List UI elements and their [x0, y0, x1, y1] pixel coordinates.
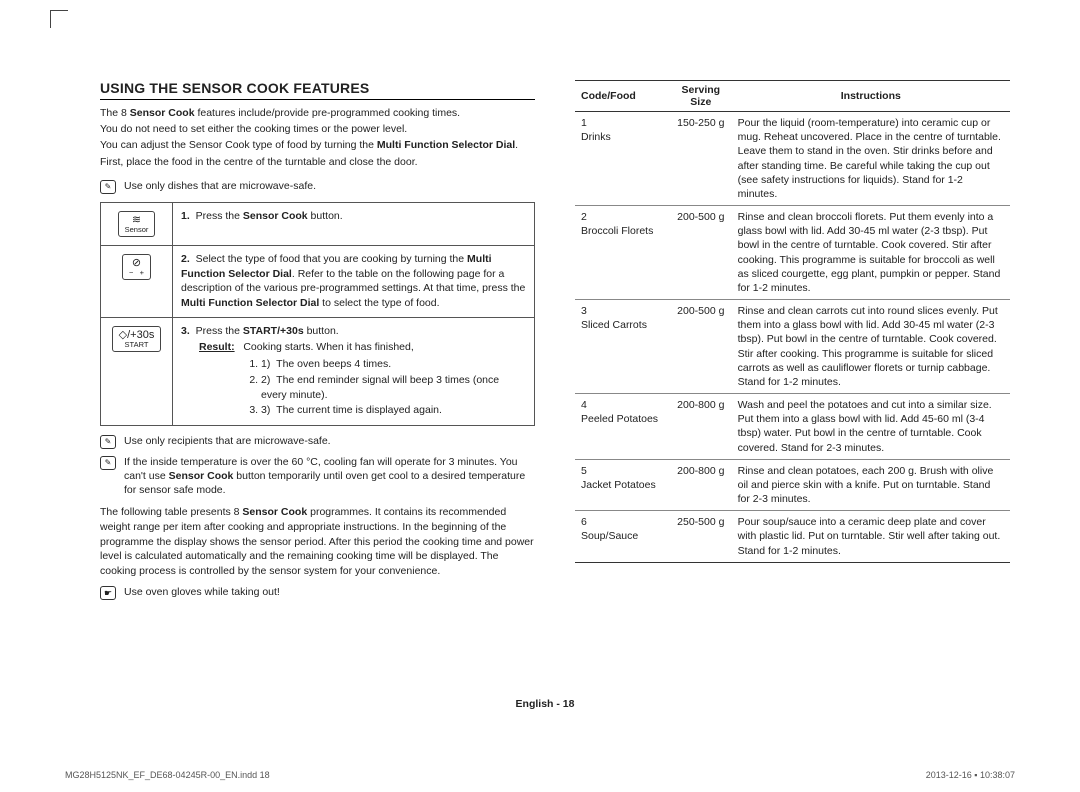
- cell-instructions: Rinse and clean potatoes, each 200 g. Br…: [732, 459, 1010, 511]
- table-row: 2Broccoli Florets200-500 gRinse and clea…: [575, 206, 1010, 300]
- cell-instructions: Wash and peel the potatoes and cut into …: [732, 394, 1010, 460]
- note-icon: ✎: [100, 435, 116, 449]
- note-text: Use only dishes that are microwave-safe.: [124, 179, 316, 193]
- explanatory-paragraph: The following table presents 8 Sensor Co…: [100, 505, 535, 578]
- step-icon-cell: ◇/+30sSTART: [101, 317, 173, 425]
- step-row: ⊘− + 2. Select the type of food that you …: [101, 246, 535, 318]
- intro-line: First, place the food in the centre of t…: [100, 155, 535, 169]
- steps-table: ≋Sensor1. Press the Sensor Cook button.⊘…: [100, 202, 535, 426]
- th-instructions: Instructions: [732, 81, 1010, 112]
- step-text-cell: 2. Select the type of food that you are …: [173, 246, 535, 318]
- button-icon: ◇/+30sSTART: [112, 326, 162, 352]
- note-microwave-safe: ✎ Use only dishes that are microwave-saf…: [100, 179, 535, 194]
- table-row: 5Jacket Potatoes200-800 gRinse and clean…: [575, 459, 1010, 511]
- cell-code: 3Sliced Carrots: [575, 300, 670, 394]
- print-file: MG28H5125NK_EF_DE68-04245R-00_EN.indd 18: [65, 770, 270, 780]
- page-title: USING THE SENSOR COOK FEATURES: [100, 80, 535, 100]
- step-icon-cell: ⊘− +: [101, 246, 173, 318]
- intro-line: You can adjust the Sensor Cook type of f…: [100, 138, 535, 152]
- note-text: Use oven gloves while taking out!: [124, 585, 280, 599]
- note-icon: ✎: [100, 456, 116, 470]
- result-item: 1) The oven beeps 4 times.: [261, 357, 526, 372]
- step-icon-cell: ≋Sensor: [101, 202, 173, 245]
- cell-code: 6Soup/Sauce: [575, 511, 670, 563]
- glove-icon: ☛: [100, 586, 116, 600]
- note-gloves: ☛ Use oven gloves while taking out!: [100, 585, 535, 600]
- print-timestamp: 2013-12-16 ▪ 10:38:07: [926, 770, 1015, 780]
- intro-line: You do not need to set either the cookin…: [100, 122, 535, 136]
- note-icon: ✎: [100, 180, 116, 194]
- step-text-cell: 3. Press the START/+30s button.Result: C…: [173, 317, 535, 425]
- note-text: Use only recipients that are microwave-s…: [124, 434, 331, 448]
- cell-size: 200-800 g: [670, 459, 732, 511]
- result-list: 1) The oven beeps 4 times.2) The end rem…: [181, 357, 526, 418]
- intro-line: The 8 Sensor Cook features include/provi…: [100, 106, 535, 120]
- food-table: Code/Food Serving Size Instructions 1Dri…: [575, 80, 1010, 563]
- intro-block: The 8 Sensor Cook features include/provi…: [100, 106, 535, 169]
- note-temperature: ✎ If the inside temperature is over the …: [100, 455, 535, 498]
- th-size: Serving Size: [670, 81, 732, 112]
- note-text: If the inside temperature is over the 60…: [124, 455, 535, 498]
- button-icon: ⊘− +: [122, 254, 151, 280]
- cell-code: 4Peeled Potatoes: [575, 394, 670, 460]
- step-row: ≋Sensor 1. Press the Sensor Cook button.: [101, 202, 535, 245]
- cell-instructions: Rinse and clean carrots cut into round s…: [732, 300, 1010, 394]
- cell-size: 200-500 g: [670, 300, 732, 394]
- cell-code: 1Drinks: [575, 112, 670, 206]
- page-footer: English - 18: [50, 698, 1040, 710]
- cell-instructions: Pour soup/sauce into a ceramic deep plat…: [732, 511, 1010, 563]
- cell-size: 200-500 g: [670, 206, 732, 300]
- cell-code: 5Jacket Potatoes: [575, 459, 670, 511]
- table-row: 1Drinks150-250 gPour the liquid (room-te…: [575, 112, 1010, 206]
- left-column: USING THE SENSOR COOK FEATURES The 8 Sen…: [100, 80, 535, 606]
- page-content: USING THE SENSOR COOK FEATURES The 8 Sen…: [50, 10, 1040, 750]
- result-item: 3) The current time is displayed again.: [261, 403, 526, 418]
- print-metadata: MG28H5125NK_EF_DE68-04245R-00_EN.indd 18…: [65, 770, 1015, 780]
- cell-size: 250-500 g: [670, 511, 732, 563]
- cell-instructions: Pour the liquid (room-temperature) into …: [732, 112, 1010, 206]
- button-icon: ≋Sensor: [118, 211, 156, 237]
- cell-instructions: Rinse and clean broccoli florets. Put th…: [732, 206, 1010, 300]
- right-column: Code/Food Serving Size Instructions 1Dri…: [575, 80, 1010, 606]
- cell-code: 2Broccoli Florets: [575, 206, 670, 300]
- step-row: ◇/+30sSTART 3. Press the START/+30s butto…: [101, 317, 535, 425]
- result-item: 2) The end reminder signal will beep 3 t…: [261, 373, 526, 402]
- th-code: Code/Food: [575, 81, 670, 112]
- cell-size: 200-800 g: [670, 394, 732, 460]
- cell-size: 150-250 g: [670, 112, 732, 206]
- step-text-cell: 1. Press the Sensor Cook button.: [173, 202, 535, 245]
- table-row: 4Peeled Potatoes200-800 gWash and peel t…: [575, 394, 1010, 460]
- table-row: 6Soup/Sauce250-500 gPour soup/sauce into…: [575, 511, 1010, 563]
- note-recipients: ✎ Use only recipients that are microwave…: [100, 434, 535, 449]
- table-row: 3Sliced Carrots200-500 gRinse and clean …: [575, 300, 1010, 394]
